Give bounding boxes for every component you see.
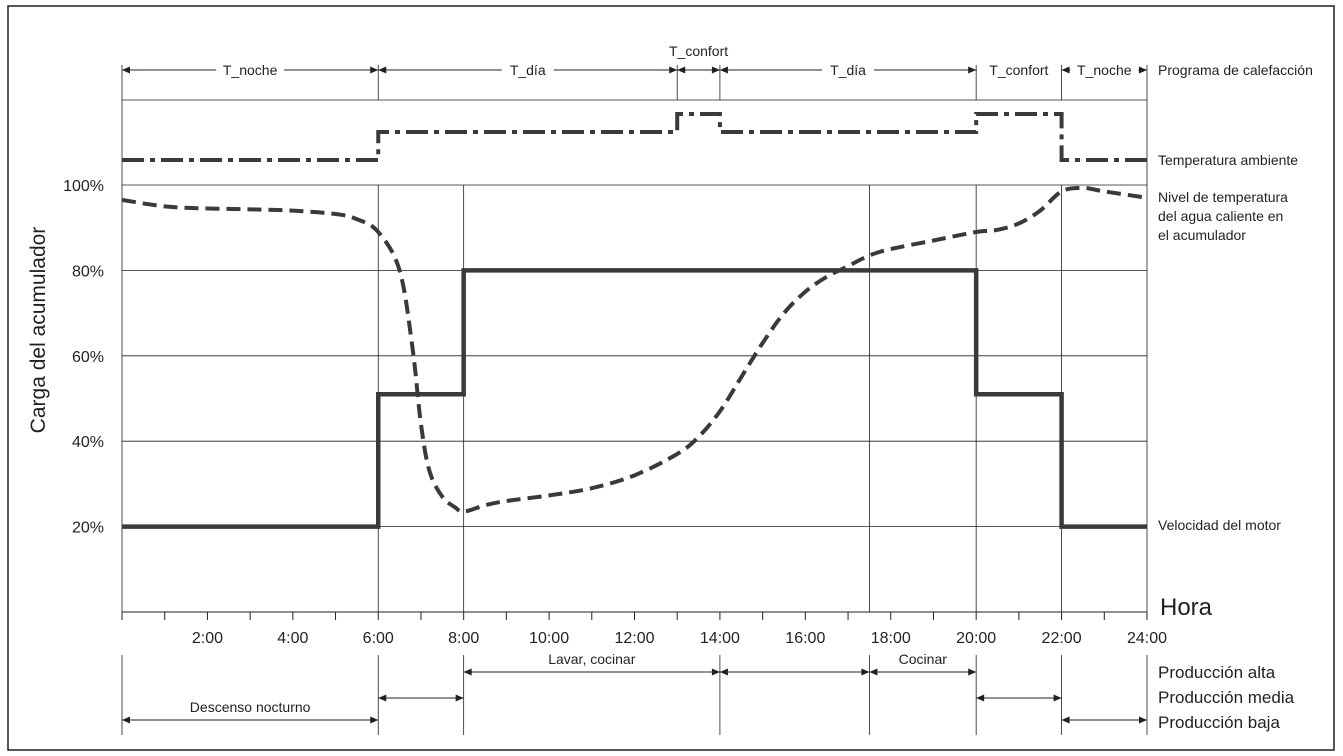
program-arrow-0-head-left bbox=[122, 66, 130, 74]
series-temperatura-ambiente bbox=[122, 112, 1147, 162]
program-label-bg-3 bbox=[822, 61, 875, 79]
series-lines bbox=[121, 112, 1148, 529]
program-arrow-1-head-right bbox=[669, 66, 678, 74]
production-arrow-0-head-left bbox=[122, 716, 130, 724]
production-arrow-6-head-right bbox=[1139, 716, 1147, 724]
production-arrow-3-head-left bbox=[719, 668, 728, 676]
series-label-nivel-agua-line-0: Nivel de temperatura bbox=[1158, 189, 1288, 205]
x-tick-label-8: 8:00 bbox=[448, 630, 479, 647]
x-tick-label-20: 20:00 bbox=[956, 630, 996, 647]
production-arrow-6 bbox=[1061, 716, 1147, 724]
production-arrow-2 bbox=[463, 668, 720, 676]
program-arrow-2 bbox=[677, 66, 720, 74]
production-arrow-4-head-left bbox=[869, 668, 878, 676]
production-arrow-0 bbox=[122, 716, 379, 724]
production-arrow-5-head-left bbox=[976, 694, 985, 702]
program-label-bg-5 bbox=[1070, 61, 1139, 79]
program-label-5: T_noche bbox=[1077, 62, 1132, 78]
production-arrow-0-head-right bbox=[370, 716, 379, 724]
series-velocidad-motor bbox=[122, 268, 1147, 529]
x-tick-label-14: 14:00 bbox=[700, 630, 740, 647]
production-label-0: Descenso nocturno bbox=[190, 699, 311, 715]
x-tick-label-16: 16:00 bbox=[785, 630, 825, 647]
y-tick-label-80: 80% bbox=[72, 263, 104, 280]
x-tick-label-2: 2:00 bbox=[192, 630, 223, 647]
production-arrow-1-head-left bbox=[378, 694, 387, 702]
y-tick-label-60: 60% bbox=[72, 349, 104, 366]
production-arrow-4-head-right bbox=[968, 668, 977, 676]
program-label-2: T_confort bbox=[669, 43, 728, 59]
production-arrow-2-head-right bbox=[711, 668, 720, 676]
program-arrow-3-head-left bbox=[719, 66, 728, 74]
production-arrow-5 bbox=[976, 694, 1062, 702]
program-arrow-3-head-right bbox=[968, 66, 977, 74]
program-arrow-5-head-left bbox=[1061, 66, 1070, 74]
production-arrow-4 bbox=[869, 668, 977, 676]
program-label-1: T_día bbox=[510, 62, 546, 78]
production-arrow-6-head-left bbox=[1061, 716, 1070, 724]
x-tick-label-4: 4:00 bbox=[277, 630, 308, 647]
chart-labels: 2:00 4:00 6:00 8:00 10:00 12:00 14:00 16:00 18:0… bbox=[27, 62, 1313, 732]
x-axis-title: Hora bbox=[1160, 594, 1213, 621]
production-arrow-1-head-right bbox=[455, 694, 464, 702]
heating-program: T_noche T_día T_confort T_día T_confort T_noc… bbox=[122, 43, 1147, 79]
production-arrow-2-head-left bbox=[463, 668, 472, 676]
program-arrow-2-head-left bbox=[677, 66, 686, 74]
axes bbox=[121, 65, 1148, 620]
program-arrow-0-head-right bbox=[370, 66, 379, 74]
series-nivel-agua bbox=[121, 185, 1148, 514]
heating-program-label: Programa de calefacción bbox=[1158, 62, 1313, 78]
production-arrow-3 bbox=[719, 668, 870, 676]
production-arrow-5-head-right bbox=[1053, 694, 1062, 702]
y-tick-label-40: 40% bbox=[72, 434, 104, 451]
program-arrow-5-head-right bbox=[1139, 66, 1147, 74]
program-label-bg-0 bbox=[216, 61, 285, 79]
production-level-2: Producción baja bbox=[1158, 713, 1280, 732]
series-label-nivel-agua-line-1: del agua caliente en bbox=[1158, 208, 1283, 224]
y-tick-label-20: 20% bbox=[72, 520, 104, 537]
x-tick-label-24: 24:00 bbox=[1127, 630, 1167, 647]
program-label-0: T_noche bbox=[223, 62, 278, 78]
program-arrow-2-head-right bbox=[711, 66, 720, 74]
production-arrow-3-head-right bbox=[861, 668, 870, 676]
program-label-3: T_día bbox=[830, 62, 866, 78]
x-tick-label-6: 6:00 bbox=[363, 630, 394, 647]
program-label-bg-1 bbox=[501, 61, 554, 79]
production-arrow-1 bbox=[378, 694, 464, 702]
program-arrow-1-head-left bbox=[378, 66, 387, 74]
y-tick-label-100: 100% bbox=[63, 178, 104, 195]
series-label-nivel-agua: Nivel de temperatura del agua caliente en… bbox=[1158, 189, 1288, 243]
production-label-4: Cocinar bbox=[899, 651, 948, 667]
series-label-nivel-agua-line-2: el acumulador bbox=[1158, 227, 1246, 243]
x-tick-label-22: 22:00 bbox=[1042, 630, 1082, 647]
chart-border bbox=[7, 5, 1335, 751]
program-label-bg-4 bbox=[976, 61, 1061, 79]
series-label-temperatura: Temperatura ambiente bbox=[1158, 152, 1298, 168]
production-level-0: Producción alta bbox=[1158, 663, 1276, 682]
grid-lines bbox=[122, 99, 1147, 527]
program-label-4: T_confort bbox=[989, 62, 1048, 78]
x-tick-label-18: 18:00 bbox=[871, 630, 911, 647]
series-label-velocidad-motor: Velocidad del motor bbox=[1158, 517, 1281, 533]
production-label-2: Lavar, cocinar bbox=[548, 651, 635, 667]
production-annotations: Descenso nocturno Lavar, cocinar Cocinar bbox=[121, 651, 1148, 735]
x-tick-label-12: 12:00 bbox=[614, 630, 654, 647]
x-tick-label-10: 10:00 bbox=[529, 630, 569, 647]
production-level-1: Producción media bbox=[1158, 688, 1295, 707]
y-axis-title: Carga del acumulador bbox=[27, 227, 50, 434]
